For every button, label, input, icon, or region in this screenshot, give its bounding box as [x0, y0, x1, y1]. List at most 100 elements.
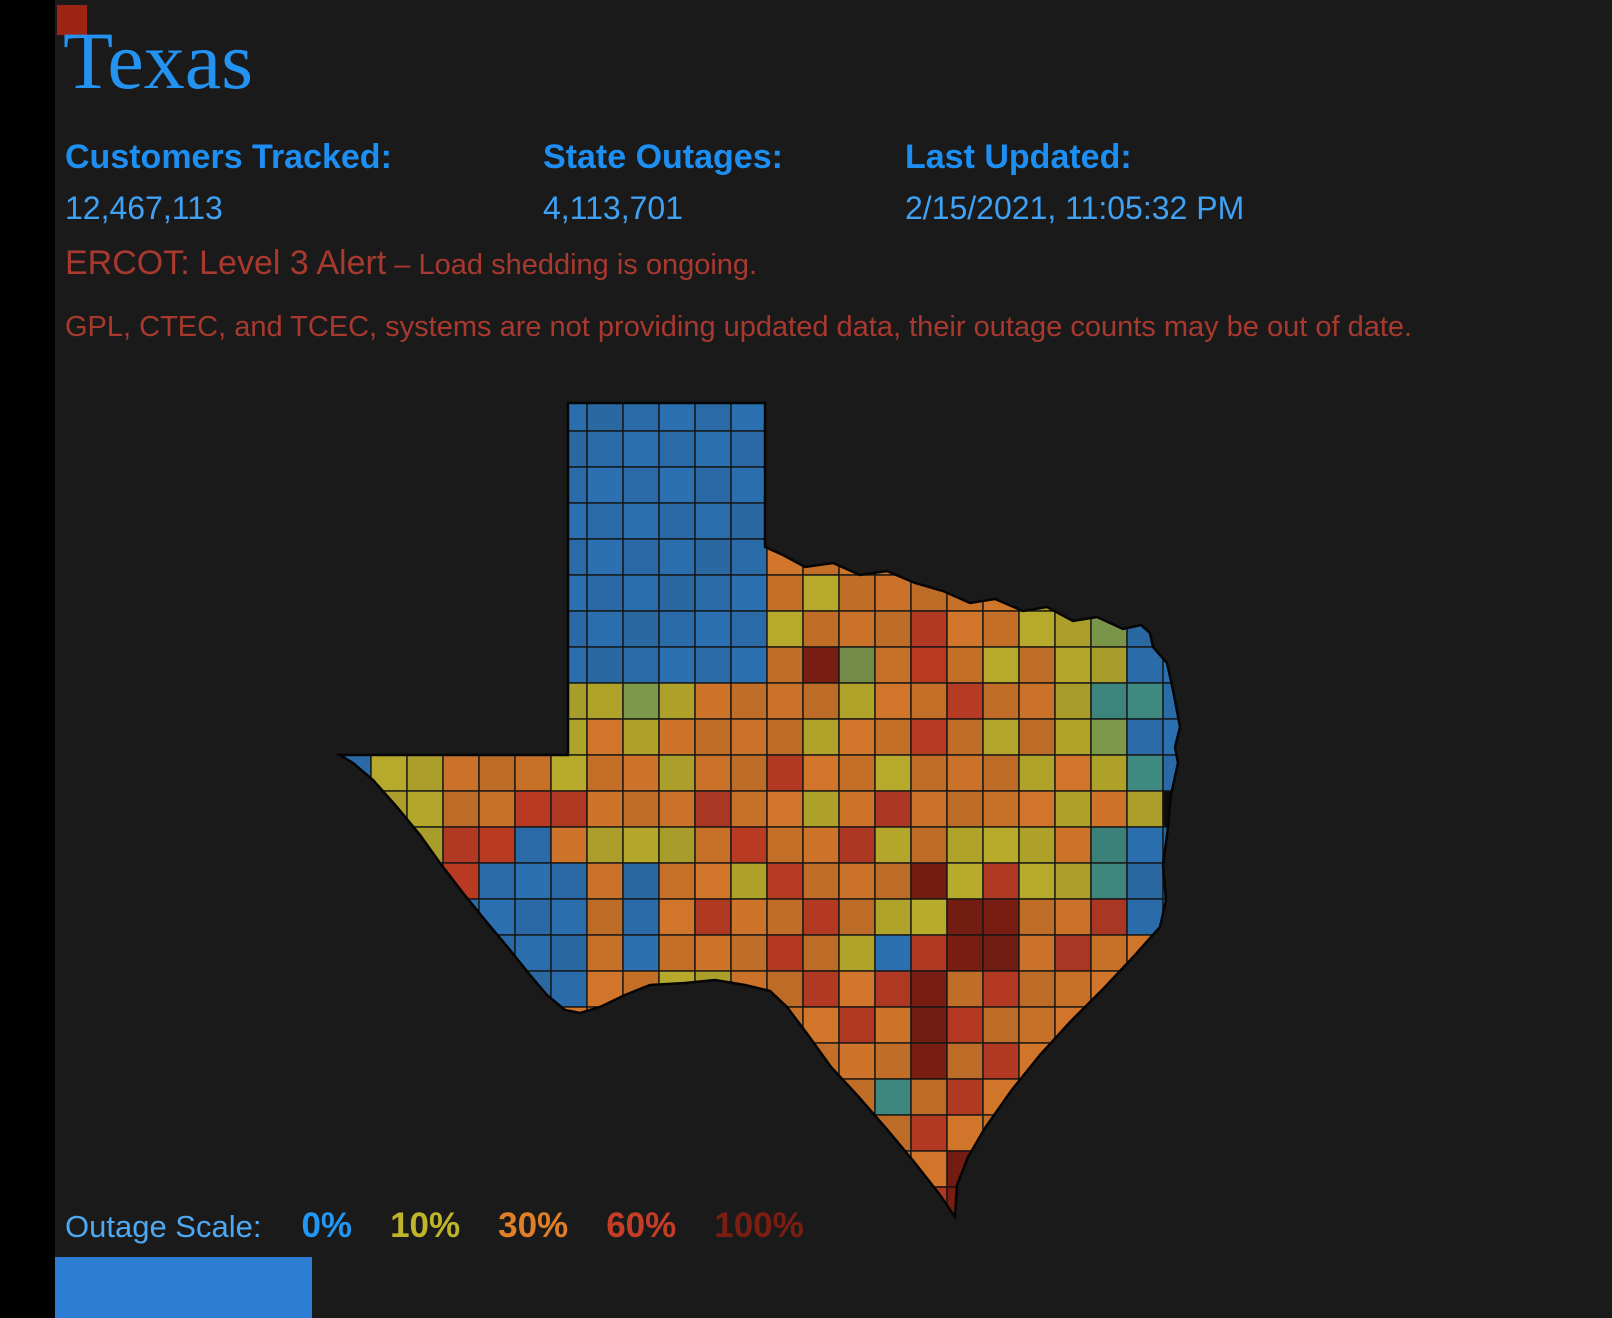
- county-cell[interactable]: [586, 682, 624, 720]
- county-cell[interactable]: [730, 1006, 768, 1044]
- county-cell[interactable]: [1090, 1006, 1128, 1044]
- county-cell[interactable]: [730, 718, 768, 756]
- county-cell[interactable]: [766, 430, 804, 468]
- county-cell[interactable]: [335, 1078, 372, 1116]
- county-cell[interactable]: [622, 898, 660, 936]
- county-cell[interactable]: [514, 646, 552, 684]
- county-cell[interactable]: [1055, 1223, 1091, 1225]
- county-cell[interactable]: [1054, 1042, 1092, 1080]
- county-cell[interactable]: [947, 1223, 983, 1225]
- county-cell[interactable]: [586, 1006, 624, 1044]
- county-cell[interactable]: [658, 395, 696, 432]
- county-cell[interactable]: [370, 682, 408, 720]
- county-cell[interactable]: [1090, 826, 1128, 864]
- county-cell[interactable]: [1054, 574, 1092, 612]
- county-cell[interactable]: [730, 574, 768, 612]
- county-cell[interactable]: [982, 1078, 1020, 1116]
- county-cell[interactable]: [874, 826, 912, 864]
- texas-outage-map[interactable]: [335, 395, 1185, 1225]
- county-cell[interactable]: [874, 1186, 912, 1223]
- county-cell[interactable]: [982, 646, 1020, 684]
- county-cell[interactable]: [874, 430, 912, 468]
- county-cell[interactable]: [694, 1006, 732, 1044]
- county-cell[interactable]: [478, 466, 516, 504]
- county-cell[interactable]: [1018, 538, 1056, 576]
- county-cell[interactable]: [658, 682, 696, 720]
- county-cell[interactable]: [1162, 395, 1185, 432]
- county-cell[interactable]: [622, 826, 660, 864]
- county-cell[interactable]: [874, 466, 912, 504]
- county-cell[interactable]: [1018, 718, 1056, 756]
- county-cell[interactable]: [1018, 970, 1056, 1008]
- county-cell[interactable]: [478, 538, 516, 576]
- county-cell[interactable]: [406, 862, 444, 900]
- county-cell[interactable]: [839, 1223, 875, 1225]
- county-cell[interactable]: [1090, 1186, 1128, 1223]
- county-cell[interactable]: [442, 1150, 480, 1188]
- county-cell[interactable]: [766, 718, 804, 756]
- county-cell[interactable]: [370, 1114, 408, 1152]
- county-cell[interactable]: [802, 466, 840, 504]
- county-cell[interactable]: [910, 646, 948, 684]
- county-cell[interactable]: [838, 718, 876, 756]
- county-cell[interactable]: [1126, 790, 1164, 828]
- county-cell[interactable]: [838, 1042, 876, 1080]
- county-cell[interactable]: [514, 862, 552, 900]
- county-cell[interactable]: [478, 682, 516, 720]
- county-cell[interactable]: [478, 1114, 516, 1152]
- county-cell[interactable]: [1018, 1186, 1056, 1223]
- county-cell[interactable]: [874, 754, 912, 792]
- county-cell[interactable]: [1054, 934, 1092, 972]
- county-cell[interactable]: [406, 1006, 444, 1044]
- county-cell[interactable]: [875, 1223, 911, 1225]
- county-cell[interactable]: [370, 1150, 408, 1188]
- county-cell[interactable]: [946, 1150, 984, 1188]
- county-cell[interactable]: [586, 646, 624, 684]
- county-cell[interactable]: [911, 1223, 947, 1225]
- county-cell[interactable]: [514, 826, 552, 864]
- county-cell[interactable]: [802, 646, 840, 684]
- county-cell[interactable]: [550, 790, 588, 828]
- county-cell[interactable]: [335, 466, 372, 504]
- county-cell[interactable]: [694, 970, 732, 1008]
- county-cell[interactable]: [1054, 826, 1092, 864]
- county-cell[interactable]: [550, 1078, 588, 1116]
- county-cell[interactable]: [802, 1186, 840, 1223]
- county-cell[interactable]: [514, 466, 552, 504]
- county-cell[interactable]: [1054, 610, 1092, 648]
- county-cell[interactable]: [1126, 1042, 1164, 1080]
- county-cell[interactable]: [1162, 538, 1185, 576]
- county-cell[interactable]: [946, 538, 984, 576]
- county-cell[interactable]: [910, 862, 948, 900]
- county-cell[interactable]: [766, 970, 804, 1008]
- county-cell[interactable]: [730, 1042, 768, 1080]
- county-cell[interactable]: [658, 1006, 696, 1044]
- county-cell[interactable]: [370, 574, 408, 612]
- county-cell[interactable]: [478, 754, 516, 792]
- county-cell[interactable]: [802, 538, 840, 576]
- county-cell[interactable]: [658, 1150, 696, 1188]
- county-cell[interactable]: [982, 862, 1020, 900]
- texas-map-svg[interactable]: [335, 395, 1185, 1225]
- county-cell[interactable]: [622, 934, 660, 972]
- county-cell[interactable]: [694, 790, 732, 828]
- county-cell[interactable]: [370, 934, 408, 972]
- county-cell[interactable]: [550, 862, 588, 900]
- county-cell[interactable]: [910, 574, 948, 612]
- county-cell[interactable]: [1162, 1114, 1185, 1152]
- county-cell[interactable]: [1018, 1006, 1056, 1044]
- county-cell[interactable]: [1126, 538, 1164, 576]
- county-cell[interactable]: [694, 934, 732, 972]
- county-cell[interactable]: [622, 682, 660, 720]
- county-cell[interactable]: [982, 970, 1020, 1008]
- county-cell[interactable]: [874, 610, 912, 648]
- county-cell[interactable]: [478, 718, 516, 756]
- county-cell[interactable]: [730, 790, 768, 828]
- county-cell[interactable]: [910, 1042, 948, 1080]
- county-cell[interactable]: [694, 754, 732, 792]
- county-cell[interactable]: [1162, 934, 1185, 972]
- county-cell[interactable]: [1162, 1186, 1185, 1223]
- county-cell[interactable]: [802, 862, 840, 900]
- county-cell[interactable]: [406, 898, 444, 936]
- county-cell[interactable]: [1162, 610, 1185, 648]
